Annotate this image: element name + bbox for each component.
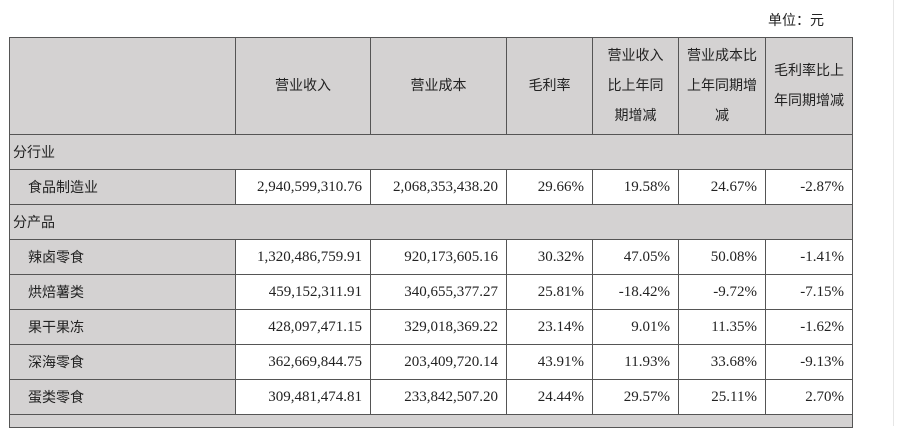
table-row: 深海零食 362,669,844.75 203,409,720.14 43.91% 11…: [9, 344, 853, 380]
page-edge-divider: [893, 0, 894, 426]
value-cell: 9.01%: [592, 309, 679, 345]
value-cell: 30.32%: [506, 239, 593, 275]
section-title: [9, 414, 853, 428]
value-cell: 11.35%: [678, 309, 766, 345]
value-cell: -1.41%: [765, 239, 853, 275]
revenue-breakdown-table: 营业收入 营业成本 毛利率 营业收入比上年同期增减 营业成本比上年同期增减 毛利…: [9, 37, 853, 428]
section-title: 分产品: [9, 204, 853, 240]
header-cell: 毛利率比上年同期增减: [765, 37, 853, 135]
row-label: 深海零食: [9, 344, 236, 380]
value-cell: 340,655,377.27: [370, 274, 507, 310]
value-cell: 233,842,507.20: [370, 379, 507, 415]
value-cell: 47.05%: [592, 239, 679, 275]
value-cell: 2,068,353,438.20: [370, 169, 507, 205]
value-cell: 2,940,599,310.76: [235, 169, 371, 205]
section-row: 分行业: [9, 134, 853, 170]
row-label: 烘焙薯类: [9, 274, 236, 310]
header-cell: 营业成本比上年同期增减: [678, 37, 766, 135]
value-cell: 33.68%: [678, 344, 766, 380]
value-cell: 25.11%: [678, 379, 766, 415]
table-header-row: 营业收入 营业成本 毛利率 营业收入比上年同期增减 营业成本比上年同期增减 毛利…: [9, 37, 853, 135]
value-cell: 329,018,369.22: [370, 309, 507, 345]
value-cell: 43.91%: [506, 344, 593, 380]
value-cell: 1,320,486,759.91: [235, 239, 371, 275]
value-cell: -18.42%: [592, 274, 679, 310]
table-row: 烘焙薯类 459,152,311.91 340,655,377.27 25.81% -1…: [9, 274, 853, 310]
row-label: 辣卤零食: [9, 239, 236, 275]
value-cell: 29.66%: [506, 169, 593, 205]
value-cell: 920,173,605.16: [370, 239, 507, 275]
value-cell: -9.13%: [765, 344, 853, 380]
value-cell: 309,481,474.81: [235, 379, 371, 415]
value-cell: 362,669,844.75: [235, 344, 371, 380]
value-cell: 24.67%: [678, 169, 766, 205]
value-cell: -7.15%: [765, 274, 853, 310]
value-cell: -2.87%: [765, 169, 853, 205]
next-section-row-clipped: [9, 414, 853, 428]
value-cell: 24.44%: [506, 379, 593, 415]
section-row: 分产品: [9, 204, 853, 240]
header-cell: 营业收入: [235, 37, 371, 135]
value-cell: 19.58%: [592, 169, 679, 205]
header-cell: 营业收入比上年同期增减: [592, 37, 679, 135]
value-cell: -9.72%: [678, 274, 766, 310]
value-cell: 23.14%: [506, 309, 593, 345]
row-label: 果干果冻: [9, 309, 236, 345]
value-cell: -1.62%: [765, 309, 853, 345]
row-label: 蛋类零食: [9, 379, 236, 415]
value-cell: 11.93%: [592, 344, 679, 380]
table-row: 食品制造业 2,940,599,310.76 2,068,353,438.20 29.…: [9, 169, 853, 205]
value-cell: 2.70%: [765, 379, 853, 415]
value-cell: 50.08%: [678, 239, 766, 275]
value-cell: 203,409,720.14: [370, 344, 507, 380]
table-row: 蛋类零食 309,481,474.81 233,842,507.20 24.44% 29…: [9, 379, 853, 415]
value-cell: 25.81%: [506, 274, 593, 310]
value-cell: 428,097,471.15: [235, 309, 371, 345]
header-cell: [9, 37, 236, 135]
value-cell: 29.57%: [592, 379, 679, 415]
header-cell: 毛利率: [506, 37, 593, 135]
table-row: 果干果冻 428,097,471.15 329,018,369.22 23.14% 9.…: [9, 309, 853, 345]
table-row: 辣卤零食 1,320,486,759.91 920,173,605.16 30.32%…: [9, 239, 853, 275]
unit-label: 单位：元: [768, 13, 824, 29]
header-cell: 营业成本: [370, 37, 507, 135]
value-cell: 459,152,311.91: [235, 274, 371, 310]
section-title: 分行业: [9, 134, 853, 170]
row-label: 食品制造业: [9, 169, 236, 205]
